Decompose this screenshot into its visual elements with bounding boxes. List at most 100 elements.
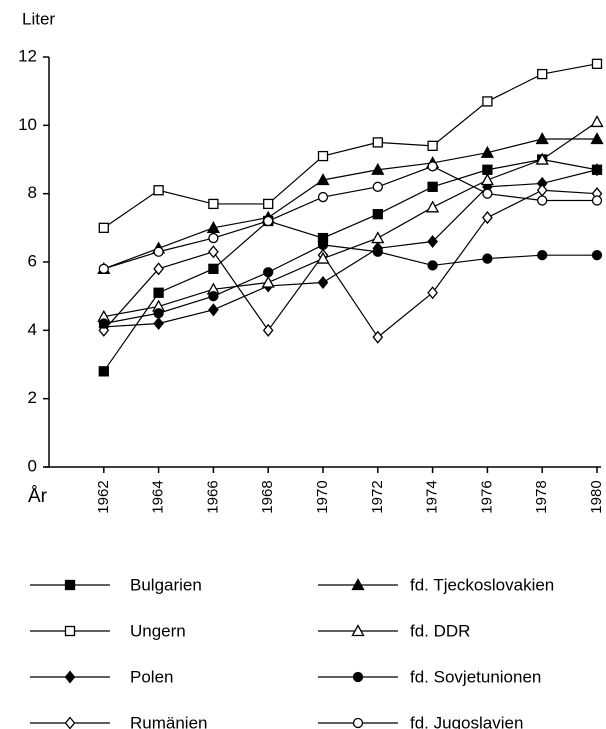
marker xyxy=(153,262,164,276)
marker xyxy=(372,137,383,148)
marker xyxy=(317,191,329,203)
series-line xyxy=(103,169,598,328)
legend-label: fd. Sovjetunionen xyxy=(410,667,541,686)
y-tick-label: 6 xyxy=(28,251,37,270)
marker xyxy=(591,195,603,206)
marker xyxy=(98,318,109,329)
x-axis-label: År xyxy=(28,486,48,507)
marker xyxy=(263,198,274,210)
marker xyxy=(482,253,493,264)
marker xyxy=(482,164,493,175)
y-tick-label: 8 xyxy=(28,183,37,202)
marker xyxy=(590,115,604,128)
y-axis-label: Liter xyxy=(22,9,55,28)
marker xyxy=(316,173,330,186)
marker xyxy=(262,323,274,337)
marker xyxy=(371,231,385,244)
marker xyxy=(591,250,603,261)
legend-label: fd. Tjeckoslovakien xyxy=(410,575,554,594)
marker xyxy=(64,716,76,729)
marker xyxy=(480,173,494,186)
y-tick-label: 4 xyxy=(28,320,37,339)
legend-label: Ungern xyxy=(130,621,186,640)
legend-label: fd. Jugoslavien xyxy=(410,713,523,729)
marker xyxy=(537,250,548,261)
series-line xyxy=(103,165,597,270)
marker xyxy=(153,308,164,319)
marker xyxy=(352,717,364,729)
legend-label: fd. DDR xyxy=(410,621,470,640)
marker xyxy=(482,96,493,107)
marker xyxy=(261,275,275,288)
marker xyxy=(98,222,109,233)
marker xyxy=(372,246,383,257)
marker xyxy=(208,232,219,244)
marker xyxy=(263,215,274,227)
marker xyxy=(482,188,493,199)
marker xyxy=(263,267,274,278)
marker xyxy=(98,263,109,274)
marker xyxy=(537,195,548,206)
marker xyxy=(351,578,365,591)
x-tick-label: 1974 xyxy=(424,480,441,513)
marker xyxy=(208,303,219,317)
marker xyxy=(536,183,548,197)
marker xyxy=(427,286,438,300)
x-tick-label: 1976 xyxy=(478,480,495,513)
marker xyxy=(591,163,603,177)
marker xyxy=(64,579,76,591)
series-line xyxy=(103,158,598,372)
series-line xyxy=(103,121,598,318)
marker xyxy=(208,245,219,259)
marker xyxy=(317,239,329,251)
legend-label: Rumänien xyxy=(130,713,208,729)
marker xyxy=(482,211,493,225)
marker xyxy=(427,181,438,192)
marker xyxy=(590,132,604,145)
x-tick-label: 1968 xyxy=(259,480,276,513)
marker xyxy=(153,316,164,331)
series-line xyxy=(103,189,598,339)
series-line xyxy=(103,244,597,325)
marker xyxy=(427,234,438,249)
marker xyxy=(480,145,494,158)
x-tick-label: 1978 xyxy=(533,480,550,513)
series-line xyxy=(103,63,598,229)
x-tick-label: 1970 xyxy=(314,480,331,513)
marker xyxy=(64,670,76,684)
x-tick-label: 1972 xyxy=(369,480,386,513)
x-tick-label: 1980 xyxy=(588,480,605,513)
marker xyxy=(537,68,548,80)
marker xyxy=(316,251,330,264)
marker xyxy=(372,181,383,192)
marker xyxy=(153,287,164,298)
legend-label: Polen xyxy=(130,667,173,686)
marker xyxy=(317,150,329,162)
marker xyxy=(535,132,549,145)
legend-label: Bulgarien xyxy=(130,575,202,594)
y-tick-label: 0 xyxy=(28,456,37,475)
marker xyxy=(535,152,549,165)
marker xyxy=(98,366,109,377)
x-tick-label: 1966 xyxy=(204,480,221,513)
marker xyxy=(317,275,329,290)
marker xyxy=(427,260,438,271)
series-line xyxy=(103,138,597,270)
marker xyxy=(371,162,385,175)
x-tick-label: 1962 xyxy=(95,480,112,513)
marker xyxy=(427,161,438,172)
y-tick-label: 12 xyxy=(18,46,37,65)
marker xyxy=(372,330,384,344)
x-tick-label: 1964 xyxy=(150,480,167,513)
y-tick-label: 10 xyxy=(18,115,37,134)
marker xyxy=(64,625,76,637)
marker xyxy=(591,58,603,69)
marker xyxy=(153,185,164,196)
marker xyxy=(208,198,219,210)
y-tick-label: 2 xyxy=(28,388,37,407)
marker xyxy=(351,624,365,637)
marker xyxy=(206,220,220,233)
marker xyxy=(352,671,364,683)
marker xyxy=(372,209,383,220)
